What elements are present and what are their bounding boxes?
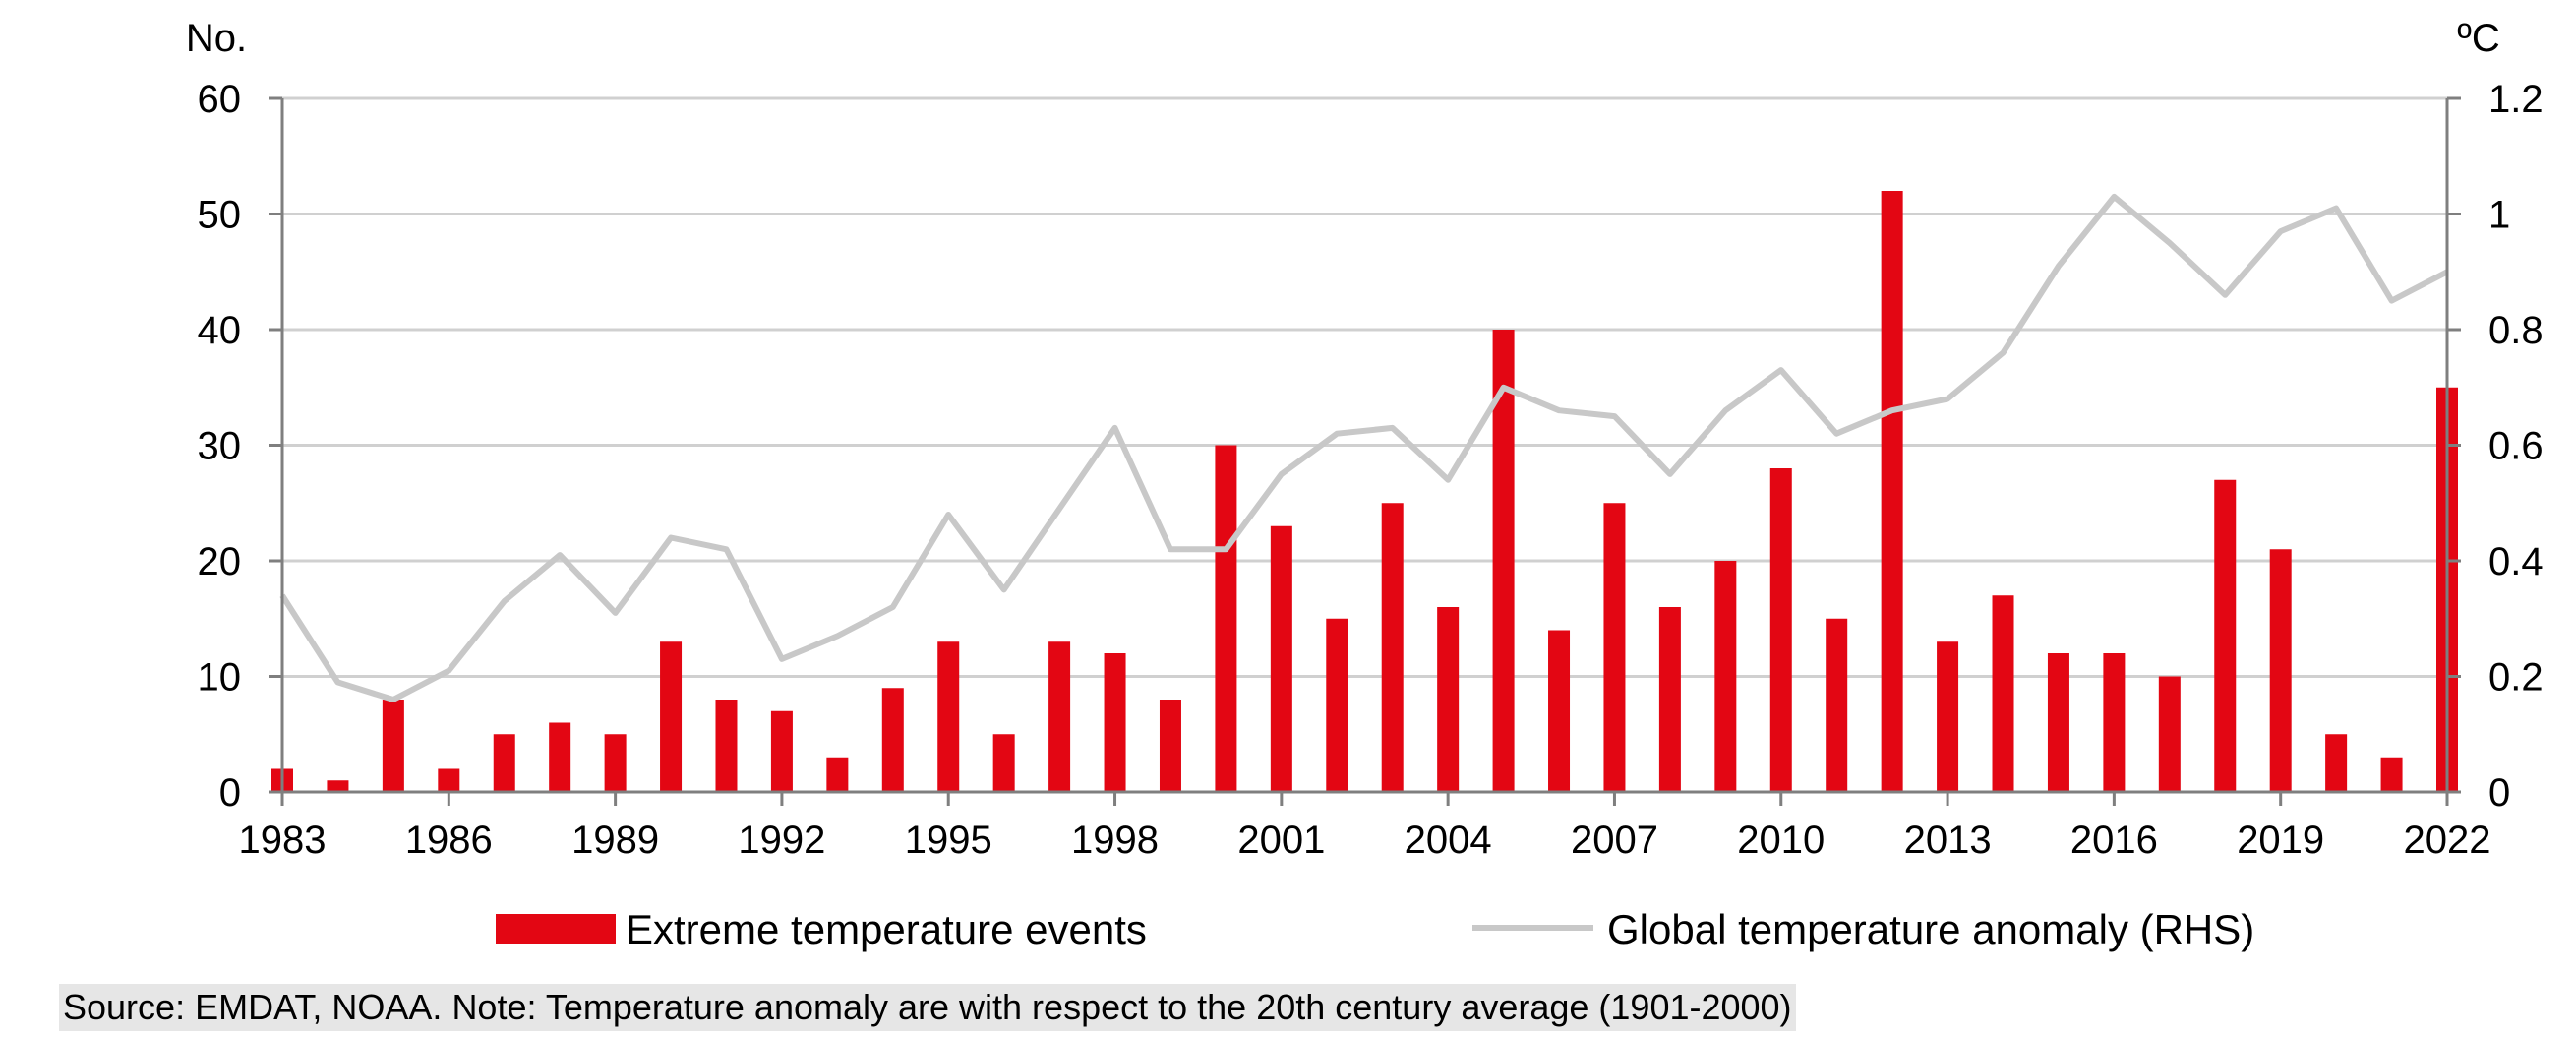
bar	[2380, 757, 2403, 792]
x-tick-label: 1983	[239, 819, 327, 862]
bar	[1326, 618, 1348, 792]
bar	[1215, 445, 1237, 792]
legend-swatch-bars	[496, 914, 616, 944]
right-tick-label: 1.2	[2488, 78, 2544, 121]
right-axis-unit: ºC	[2457, 17, 2500, 60]
x-tick-label: 1995	[905, 819, 992, 862]
x-tick-label: 2007	[1571, 819, 1658, 862]
right-tick-label: 0.2	[2488, 656, 2544, 700]
bar	[992, 734, 1015, 792]
bar	[1104, 653, 1126, 792]
bar	[2158, 676, 2181, 792]
x-tick-label: 1986	[405, 819, 493, 862]
bar	[1992, 595, 2014, 792]
bar	[1492, 330, 1515, 792]
line-series	[279, 193, 2449, 702]
bar	[1769, 468, 1792, 792]
temperature-anomaly-line	[279, 193, 2449, 702]
bar	[1603, 503, 1626, 792]
bar	[2325, 734, 2348, 792]
left-tick-label: 50	[198, 194, 242, 237]
bar	[1714, 561, 1737, 792]
left-axis-unit: No.	[186, 17, 247, 60]
x-tick-label: 2022	[2404, 819, 2491, 862]
bar	[1159, 700, 1181, 792]
bar	[1937, 641, 1959, 792]
left-tick-label: 10	[198, 656, 242, 700]
bar	[382, 700, 404, 792]
bar	[2047, 653, 2069, 792]
bar	[493, 734, 515, 792]
bar	[438, 768, 460, 792]
left-tick-label: 60	[198, 78, 242, 121]
grid-lines	[282, 96, 2447, 678]
bar	[1548, 630, 1571, 792]
bar	[1381, 503, 1404, 792]
bar	[715, 700, 738, 792]
x-tick-label: 2001	[1237, 819, 1325, 862]
bar	[604, 734, 627, 792]
left-tick-label: 0	[219, 771, 241, 815]
left-tick-label: 30	[198, 425, 242, 468]
bar	[660, 641, 683, 792]
left-tick-label: 20	[198, 540, 242, 583]
right-tick-label: 1	[2488, 194, 2510, 237]
bar	[327, 780, 349, 792]
legend-label-line: Global temperature anomaly (RHS)	[1607, 906, 2254, 952]
x-tick-label: 1989	[571, 819, 659, 862]
bar	[1826, 618, 1848, 792]
bar	[1048, 641, 1071, 792]
bar	[2269, 549, 2292, 792]
bar	[1270, 525, 1292, 792]
legend: Extreme temperature events Global temper…	[496, 906, 2254, 952]
bar	[549, 722, 571, 792]
x-tick-label: 2010	[1737, 819, 1825, 862]
x-tick-label: 2019	[2237, 819, 2324, 862]
bar	[2214, 479, 2237, 792]
right-tick-label: 0.8	[2488, 309, 2544, 352]
x-tick-label: 1998	[1071, 819, 1159, 862]
bar	[1658, 607, 1681, 792]
left-tick-label: 40	[198, 309, 242, 352]
footnote: Source: EMDAT, NOAA. Note: Temperature a…	[59, 984, 1796, 1031]
x-tick-label: 2004	[1405, 819, 1492, 862]
bar	[770, 710, 793, 792]
right-tick-label: 0	[2488, 771, 2510, 815]
legend-label-bars: Extreme temperature events	[626, 906, 1147, 952]
right-tick-label: 0.6	[2488, 425, 2544, 468]
tick-labels: 0 10 20 30 40 50 60 0 0.2 0.4 0.6 0.8 1 1.2 1983 1986 19…	[198, 78, 2544, 862]
chart: 0 10 20 30 40 50 60 0 0.2 0.4 0.6 0.8 1 1.2 1983 1986 19…	[186, 17, 2544, 952]
bar	[1881, 191, 1903, 792]
x-tick-label: 1992	[738, 819, 825, 862]
bar	[937, 641, 960, 792]
bar	[2103, 653, 2126, 792]
bar	[826, 757, 849, 792]
x-tick-label: 2016	[2070, 819, 2158, 862]
bar	[1437, 607, 1460, 792]
bar	[881, 688, 904, 792]
bars-series	[271, 191, 2458, 792]
axes	[269, 96, 2461, 806]
x-tick-label: 2013	[1904, 819, 1992, 862]
right-tick-label: 0.4	[2488, 540, 2544, 583]
